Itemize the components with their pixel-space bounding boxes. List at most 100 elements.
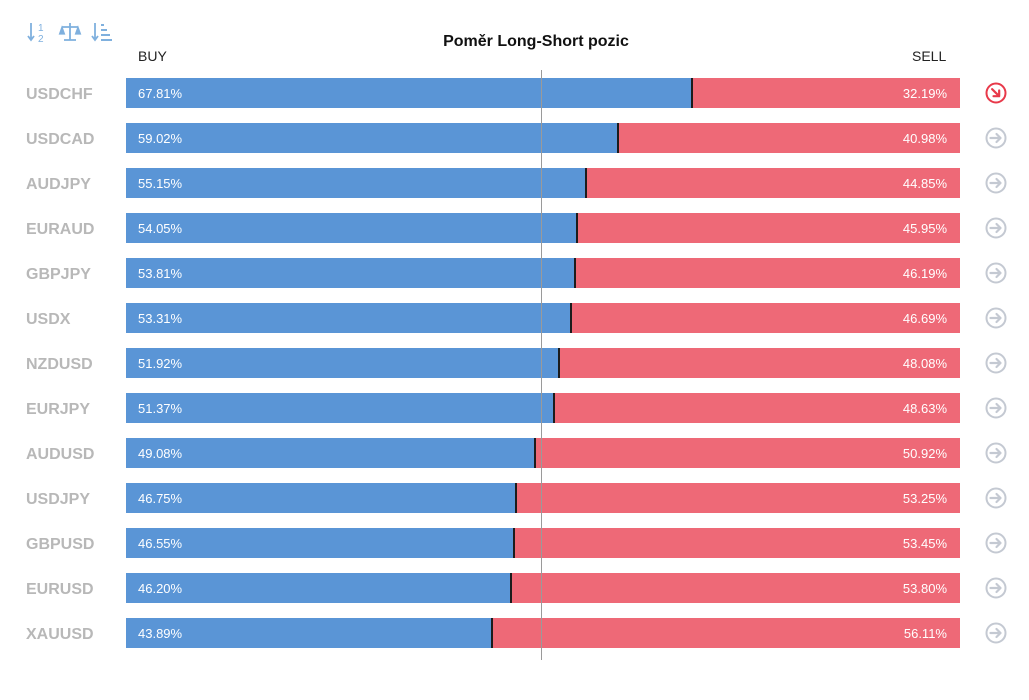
sell-bar: 50.92% <box>535 438 960 468</box>
ratio-bar: 46.55% 53.45% <box>126 528 960 558</box>
sell-value-label: 40.98% <box>902 131 947 146</box>
symbol-label[interactable]: XAUUSD <box>26 626 94 643</box>
chart-row: AUDJPY 55.15% 44.85% <box>0 168 1029 213</box>
arrow-right-icon[interactable] <box>984 306 1008 330</box>
buy-bar: 67.81% <box>126 78 692 108</box>
symbol-label[interactable]: GBPJPY <box>26 266 91 283</box>
arrow-right-icon[interactable] <box>984 126 1008 150</box>
arrow-right-icon[interactable] <box>984 351 1008 375</box>
ratio-divider <box>513 528 516 558</box>
symbol-label[interactable]: AUDUSD <box>26 446 95 463</box>
sell-value-label: 56.11% <box>903 626 947 641</box>
symbol-label[interactable]: GBPUSD <box>26 536 95 553</box>
buy-bar: 53.81% <box>126 258 575 288</box>
arrow-down-right-icon[interactable] <box>984 81 1008 105</box>
buy-value-label: 46.55% <box>138 536 183 551</box>
chart-row: EURJPY 51.37% 48.63% <box>0 393 1029 438</box>
arrow-right-icon[interactable] <box>984 441 1008 465</box>
chart-row: XAUUSD 43.89% 56.11% <box>0 618 1029 663</box>
ratio-divider <box>569 303 572 333</box>
arrow-right-icon[interactable] <box>984 396 1008 420</box>
svg-text:1: 1 <box>38 23 44 34</box>
buy-value-label: 46.20% <box>138 581 183 596</box>
buy-bar: 49.08% <box>126 438 536 468</box>
symbol-label[interactable]: USDCHF <box>26 86 93 103</box>
chart-row: GBPUSD 46.55% 53.45% <box>0 528 1029 573</box>
buy-bar: 59.02% <box>126 123 619 153</box>
ratio-bar: 53.81% 46.19% <box>126 258 960 288</box>
sort-descending-icon[interactable] <box>90 20 114 44</box>
buy-bar: 53.31% <box>126 303 571 333</box>
ratio-bar: 54.05% 45.95% <box>126 213 960 243</box>
chart-row: USDX 53.31% 46.69% <box>0 303 1029 348</box>
buy-bar: 54.05% <box>126 213 577 243</box>
sell-bar: 40.98% <box>618 123 960 153</box>
chart-row: USDJPY 46.75% 53.25% <box>0 483 1029 528</box>
sell-bar: 53.25% <box>515 483 960 513</box>
buy-bar: 51.37% <box>126 393 555 423</box>
sell-value-label: 44.85% <box>902 176 947 191</box>
buy-bar: 46.75% <box>126 483 516 513</box>
buy-value-label: 49.08% <box>138 446 183 461</box>
buy-bar: 51.92% <box>126 348 559 378</box>
sell-value-label: 46.69% <box>902 311 947 326</box>
sell-value-label: 53.25% <box>902 491 947 506</box>
ratio-bar: 51.37% 48.63% <box>126 393 960 423</box>
chart-row: USDCHF 67.81% 32.19% <box>0 78 1029 123</box>
buy-value-label: 54.05% <box>138 221 183 236</box>
symbol-label[interactable]: EURUSD <box>26 581 94 598</box>
buy-value-label: 51.37% <box>138 401 183 416</box>
arrow-right-icon[interactable] <box>984 576 1008 600</box>
ratio-bar: 46.20% 53.80% <box>126 573 960 603</box>
sell-bar: 45.95% <box>576 213 960 243</box>
sell-value-label: 45.95% <box>902 221 947 236</box>
sell-bar: 46.19% <box>574 258 960 288</box>
buy-label: BUY <box>138 48 167 64</box>
symbol-label[interactable]: EURJPY <box>26 401 91 418</box>
sell-value-label: 32.19% <box>902 86 947 101</box>
sell-bar: 53.80% <box>511 573 960 603</box>
sell-bar: 56.11% <box>492 618 960 648</box>
symbol-label[interactable]: USDX <box>26 311 71 328</box>
symbol-label[interactable]: USDCAD <box>26 131 95 148</box>
buy-value-label: 51.92% <box>138 356 183 371</box>
ratio-divider <box>573 258 576 288</box>
ratio-divider <box>617 123 620 153</box>
ratio-bar: 53.31% 46.69% <box>126 303 960 333</box>
buy-bar: 46.20% <box>126 573 512 603</box>
symbol-label[interactable]: EURAUD <box>26 221 95 238</box>
buy-bar: 43.89% <box>126 618 493 648</box>
chart-title: Poměr Long-Short pozic <box>443 33 629 50</box>
ratio-divider <box>558 348 560 378</box>
ratio-divider <box>553 393 556 423</box>
symbol-label[interactable]: AUDJPY <box>26 176 91 193</box>
arrow-right-icon[interactable] <box>984 621 1008 645</box>
symbol-label[interactable]: NZDUSD <box>26 356 93 373</box>
sell-bar: 32.19% <box>691 78 960 108</box>
chart-row: USDCAD 59.02% 40.98% <box>0 123 1029 168</box>
sort-alpha-icon[interactable]: 1 2 <box>26 20 50 44</box>
buy-value-label: 43.89% <box>138 626 183 641</box>
symbol-label[interactable]: USDJPY <box>26 491 91 508</box>
ratio-bar: 49.08% 50.92% <box>126 438 960 468</box>
chart-row: GBPJPY 53.81% 46.19% <box>0 258 1029 303</box>
arrow-right-icon[interactable] <box>984 486 1008 510</box>
ratio-divider <box>491 618 494 648</box>
arrow-right-icon[interactable] <box>984 261 1008 285</box>
ratio-bar: 51.92% 48.08% <box>126 348 960 378</box>
arrow-right-icon[interactable] <box>984 171 1008 195</box>
ratio-divider <box>584 168 587 198</box>
buy-value-label: 53.31% <box>138 311 183 326</box>
balance-scale-icon[interactable] <box>58 20 82 44</box>
sell-value-label: 46.19% <box>902 266 947 281</box>
ratio-bar: 55.15% 44.85% <box>126 168 960 198</box>
center-reference-line <box>541 70 542 660</box>
buy-bar: 55.15% <box>126 168 586 198</box>
sell-bar: 48.08% <box>559 348 960 378</box>
arrow-right-icon[interactable] <box>984 531 1008 555</box>
sell-value-label: 48.08% <box>902 356 947 371</box>
arrow-right-icon[interactable] <box>984 216 1008 240</box>
sell-value-label: 53.80% <box>902 581 947 596</box>
ratio-divider <box>690 78 693 108</box>
sell-bar: 44.85% <box>585 168 960 198</box>
